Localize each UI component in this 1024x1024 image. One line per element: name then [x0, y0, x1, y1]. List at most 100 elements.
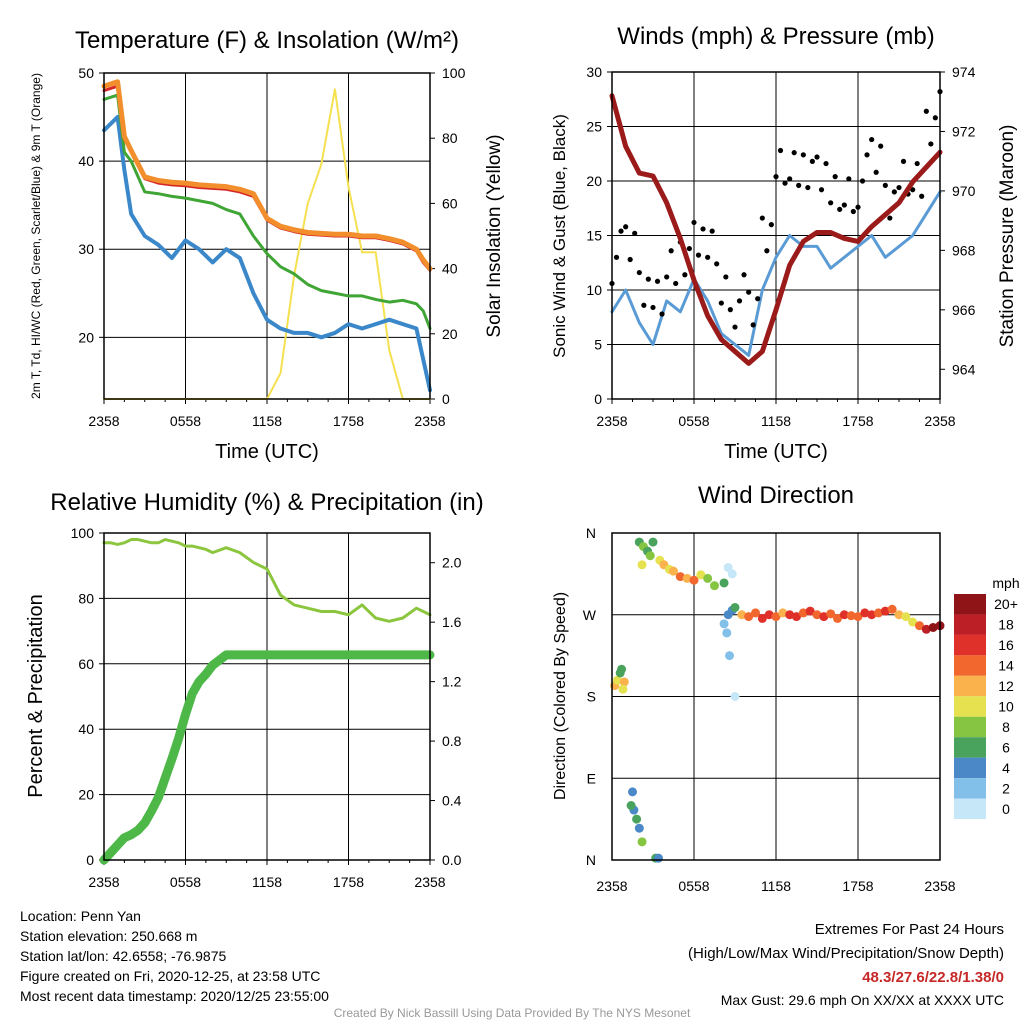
gust-point	[618, 228, 624, 234]
gust-point	[823, 160, 829, 167]
gust-point	[923, 108, 929, 114]
colorbar-swatch	[954, 737, 986, 758]
y-tick-label: 10	[586, 282, 602, 298]
y-tick-label: 20	[586, 173, 602, 189]
y-tick-label: 80	[78, 590, 94, 606]
gust-point	[718, 300, 724, 306]
direction-point	[648, 537, 658, 547]
y2-axis-label: Station Pressure (Maroon)	[997, 125, 1018, 348]
y2-tick-label: 0.8	[442, 733, 462, 749]
gust-point	[723, 274, 729, 280]
created-text: Figure created on Fri, 2020-12-25, at 23…	[20, 968, 321, 984]
colorbar-label: 8	[1002, 719, 1010, 735]
x-tick-label: 2358	[88, 874, 119, 890]
direction-point	[798, 608, 808, 618]
gust-point	[673, 280, 679, 287]
y-tick-label: 100	[71, 525, 95, 541]
direction-point	[757, 613, 767, 623]
direction-point	[725, 651, 735, 661]
gust-point	[691, 219, 697, 226]
series-line	[101, 79, 433, 272]
y2-tick-label: 2.0	[442, 555, 462, 571]
colorbar-label: 18	[998, 617, 1014, 633]
y-tick-label: 30	[78, 241, 94, 257]
colorbar-label: 20+	[994, 596, 1018, 612]
y2-tick-label: 80	[442, 130, 458, 146]
y-tick-label: W	[583, 607, 597, 623]
gust-point	[787, 176, 793, 182]
colorbar-swatch	[954, 778, 986, 799]
x-tick-label: 2358	[924, 413, 955, 429]
direction-point	[617, 664, 627, 674]
gust-point	[891, 189, 897, 195]
gust-point	[841, 202, 847, 208]
direction-point	[737, 610, 747, 620]
y-axis-label: Percent & Precipitation	[25, 594, 47, 797]
gust-point	[746, 289, 752, 295]
gust-point	[686, 245, 692, 252]
x-tick-label: 1758	[842, 878, 873, 894]
gust-point	[896, 184, 902, 191]
colorbar-label: 16	[998, 637, 1014, 653]
direction-point	[689, 575, 699, 585]
x-tick-label: 1158	[761, 878, 791, 894]
station-info: Location: Penn Yan Station elevation: 25…	[20, 906, 329, 1006]
direction-point	[887, 604, 897, 614]
direction-point	[839, 610, 849, 620]
x-axis-label: Time (UTC)	[215, 441, 319, 463]
direction-point	[619, 677, 629, 687]
gust-point	[755, 296, 761, 302]
direction-point	[669, 566, 678, 576]
gust-point	[809, 158, 815, 164]
gust-point	[695, 252, 702, 258]
gust-point	[736, 298, 743, 304]
gust-point	[855, 204, 861, 210]
gust-point	[928, 141, 934, 147]
gust-point	[882, 182, 888, 188]
y2-tick-label: 972	[952, 123, 976, 139]
direction-point	[853, 612, 863, 622]
y-tick-label: 20	[78, 787, 94, 803]
x-tick-label: 1758	[333, 874, 364, 890]
gust-point	[636, 269, 642, 276]
gust-point	[709, 228, 715, 234]
direction-point	[637, 837, 647, 847]
series-line	[99, 650, 435, 865]
gust-point	[732, 324, 738, 330]
max-gust-text: Max Gust: 29.6 mph On XX/XX at XXXX UTC	[720, 992, 1004, 1008]
direction-point	[645, 551, 655, 561]
gust-point	[659, 311, 665, 317]
extremes-title: Extremes For Past 24 Hours	[814, 921, 1004, 938]
gust-point	[645, 276, 651, 282]
x-tick-label: 2358	[596, 413, 627, 429]
y-tick-label: 60	[78, 656, 94, 672]
direction-point	[727, 569, 737, 579]
gust-point	[768, 222, 774, 228]
direction-point	[908, 617, 918, 627]
y-tick-label: 25	[586, 119, 602, 135]
elevation-text: Station elevation: 250.668 m	[20, 928, 198, 944]
gust-point	[873, 169, 879, 175]
direction-point	[826, 609, 836, 619]
direction-point	[928, 622, 938, 632]
gust-point	[818, 187, 825, 193]
y2-tick-label: 0.0	[442, 852, 462, 868]
x-tick-label: 2358	[88, 413, 119, 429]
y-tick-label: 50	[78, 65, 94, 81]
direction-point	[751, 608, 760, 618]
colorbar-label: 4	[1002, 760, 1010, 776]
gust-point	[650, 304, 656, 311]
gust-point	[705, 254, 711, 260]
direction-point	[812, 610, 822, 620]
direction-point	[703, 573, 713, 583]
x-tick-label: 0558	[170, 413, 201, 429]
direction-point	[880, 606, 890, 616]
direction-point	[612, 675, 622, 685]
y-tick-label: N	[586, 525, 596, 541]
colorbar-swatch	[954, 614, 986, 635]
direction-point	[675, 572, 685, 582]
direction-point	[653, 853, 663, 863]
direction-point	[634, 823, 644, 833]
colorbar-swatch	[954, 655, 986, 676]
